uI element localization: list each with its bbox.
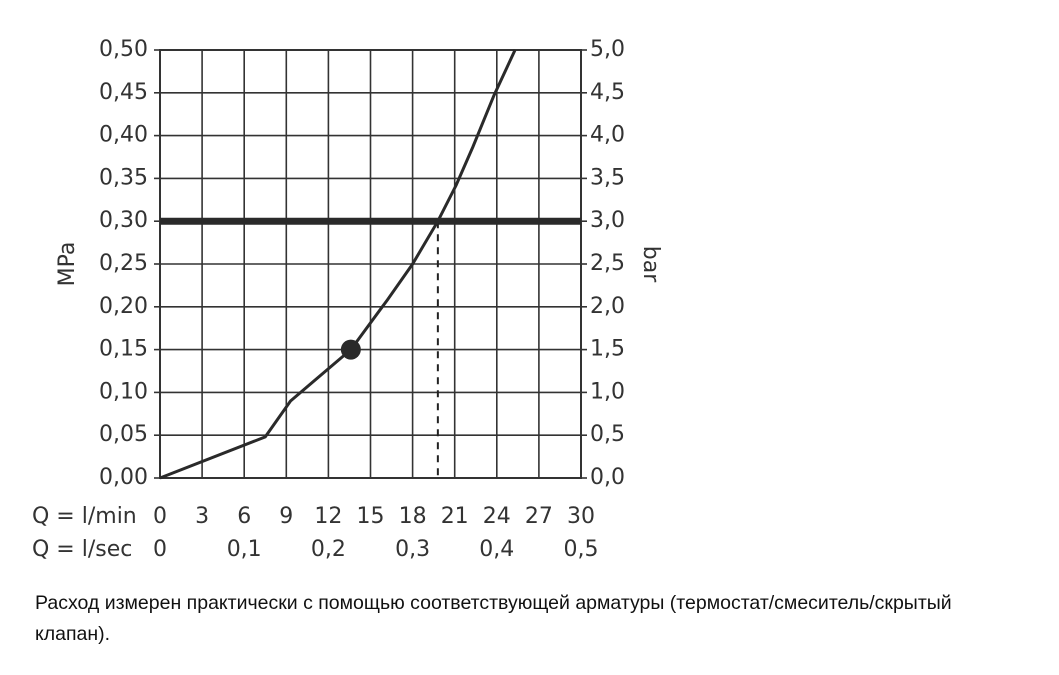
y2-tick-label: 3,5 xyxy=(590,165,625,190)
y-tick-label: 0,10 xyxy=(99,379,148,404)
chart: MPa bar Q = l/min Q = l/sec 0,000,050,10… xyxy=(32,37,663,562)
x-tick-label: 3 xyxy=(195,504,209,529)
y2-tick-label: 1,0 xyxy=(590,379,625,404)
x2-tick-label: 0,2 xyxy=(311,537,346,562)
y2-tick-label: 2,0 xyxy=(590,294,625,319)
x2-tick-label: 0,4 xyxy=(479,537,514,562)
y2-tick-label: 1,5 xyxy=(590,337,625,362)
x-tick-label: 30 xyxy=(567,504,595,529)
operating-point xyxy=(340,339,361,360)
x-tick-label: 0 xyxy=(153,504,167,529)
y2-tick-label: 4,5 xyxy=(590,80,625,105)
x-tick-label: 9 xyxy=(279,504,293,529)
y-tick-label: 0,30 xyxy=(99,208,148,233)
x-tick-label: 27 xyxy=(525,504,553,529)
plot-frame xyxy=(159,49,582,479)
y-tick-label: 0,40 xyxy=(99,123,148,148)
x-tick-label: 12 xyxy=(314,504,342,529)
y-tick-label: 0,50 xyxy=(99,37,148,62)
x2-axis-title: Q = l/sec xyxy=(32,537,132,562)
x2-tick-label: 0,1 xyxy=(227,537,262,562)
x2-tick-label: 0,3 xyxy=(395,537,430,562)
footnote: Расход измерен практически с помощью соо… xyxy=(35,592,952,645)
y2-tick-label: 3,0 xyxy=(590,208,625,233)
y-tick-label: 0,25 xyxy=(99,251,148,276)
y-tick-label: 0,00 xyxy=(99,465,148,490)
x-tick-label: 24 xyxy=(483,504,511,529)
y2-tick-label: 0,0 xyxy=(590,465,625,490)
y-axis-title: MPa xyxy=(55,242,80,287)
curve xyxy=(159,49,517,480)
y2-tick-label: 2,5 xyxy=(590,251,625,276)
y2-axis-title: bar xyxy=(638,246,663,283)
y2-tick-label: 0,5 xyxy=(590,422,625,447)
x-tick-label: 15 xyxy=(357,504,385,529)
x-tick-label: 6 xyxy=(237,504,251,529)
y-tick-label: 0,20 xyxy=(99,294,148,319)
x-tick-label: 18 xyxy=(399,504,427,529)
x-tick-label: 21 xyxy=(441,504,469,529)
x-axis-title: Q = l/min xyxy=(32,504,137,529)
x2-tick-label: 0 xyxy=(153,537,167,562)
y-tick-label: 0,45 xyxy=(99,80,148,105)
y2-tick-label: 4,0 xyxy=(590,123,625,148)
y2-tick-label: 5,0 xyxy=(590,37,625,62)
x2-tick-label: 0,5 xyxy=(564,537,599,562)
y-tick-label: 0,35 xyxy=(99,165,148,190)
y-tick-label: 0,15 xyxy=(99,337,148,362)
y-tick-label: 0,05 xyxy=(99,422,148,447)
